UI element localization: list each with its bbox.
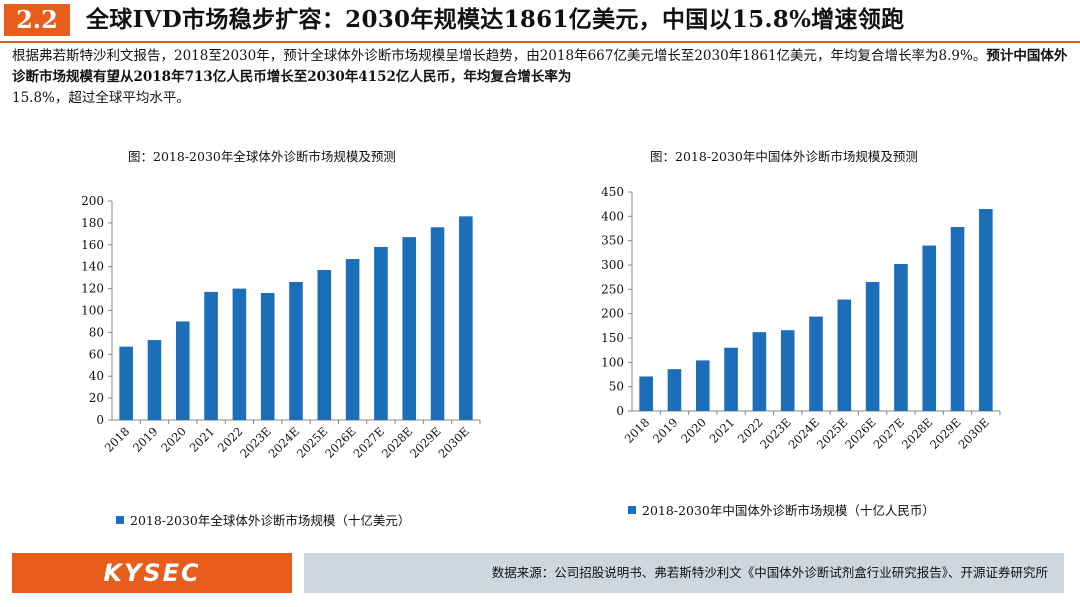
x-tick-label: 2029E xyxy=(407,424,444,461)
bar-2028E xyxy=(922,245,937,411)
bar-2018 xyxy=(639,376,653,411)
bar-2030E xyxy=(459,216,473,420)
x-tick-label: 2019 xyxy=(650,415,681,446)
china-ivd-chart: 0501001502002503003504004502018201920202… xyxy=(601,185,1001,452)
intro-part2: 预计中国体外诊断市场规模有望从2018年713亿人民币增长至2030年4152亿… xyxy=(12,48,1068,85)
x-tick-label: 2021 xyxy=(187,424,218,455)
intro-paragraph: 根据弗若斯特沙利文报告，2018至2030年，预计全球体外诊断市场规模呈增长趋势… xyxy=(12,46,1072,109)
y-tick-label: 180 xyxy=(81,216,104,230)
global-chart-legend: 2018-2030年全球体外诊断市场规模（十亿美元） xyxy=(116,510,410,529)
title-divider xyxy=(0,41,1080,43)
y-tick-label: 0 xyxy=(616,404,624,418)
y-tick-label: 80 xyxy=(89,325,104,339)
footer-logo: KYSEC xyxy=(12,553,292,593)
y-tick-label: 100 xyxy=(601,355,624,369)
bar-2020 xyxy=(695,360,710,411)
china-chart-legend: 2018-2030年中国体外诊断市场规模（十亿人民币） xyxy=(628,500,935,519)
x-tick-label: 2025E xyxy=(294,424,331,461)
bar-2019 xyxy=(667,369,682,411)
x-tick-label: 2018 xyxy=(622,415,653,446)
bar-2027E xyxy=(374,246,388,420)
x-tick-label: 2024E xyxy=(786,415,823,452)
page-title: 全球IVD市场稳步扩容：2030年规模达1861亿美元，中国以15.8%增速领跑 xyxy=(86,6,905,33)
x-tick-label: 2020 xyxy=(158,424,189,455)
intro-part3: 15.8%，超过全球平均水平。 xyxy=(12,90,190,106)
y-tick-label: 50 xyxy=(609,380,624,394)
bar-2026E xyxy=(865,282,880,411)
x-tick-label: 2027E xyxy=(871,415,908,452)
global-legend-label: 2018-2030年全球体外诊断市场规模（十亿美元） xyxy=(130,513,411,528)
bar-2022 xyxy=(752,332,767,411)
y-tick-label: 0 xyxy=(96,413,104,427)
bar-2024E xyxy=(809,316,823,411)
y-tick-label: 350 xyxy=(601,234,624,248)
y-tick-label: 250 xyxy=(601,282,624,296)
legend-swatch xyxy=(116,515,124,524)
bar-2028E xyxy=(402,237,417,420)
title-bar: 2.2 全球IVD市场稳步扩容：2030年规模达1861亿美元，中国以15.8%… xyxy=(0,0,1080,40)
x-tick-label: 2026E xyxy=(842,415,879,452)
bar-2020 xyxy=(175,321,190,420)
bar-2029E xyxy=(430,227,445,420)
china-chart-title: 图：2018-2030年中国体外诊断市场规模及预测 xyxy=(650,149,918,164)
x-tick-label: 2018 xyxy=(102,424,133,455)
y-tick-label: 300 xyxy=(601,258,624,272)
bar-2019 xyxy=(147,340,162,420)
y-tick-label: 450 xyxy=(601,185,624,199)
y-tick-label: 200 xyxy=(601,307,624,321)
y-tick-label: 140 xyxy=(81,260,104,274)
logo-text: KYSEC xyxy=(103,559,201,587)
y-tick-label: 200 xyxy=(81,194,104,208)
bar-2018 xyxy=(119,346,133,420)
bar-2026E xyxy=(345,259,360,420)
global-chart-title: 图：2018-2030年全球体外诊断市场规模及预测 xyxy=(128,149,396,164)
bar-2023E xyxy=(780,330,795,411)
bar-2021 xyxy=(204,291,218,420)
intro-part1: 根据弗若斯特沙利文报告，2018至2030年，预计全球体外诊断市场规模呈增长趋势… xyxy=(12,48,987,64)
bar-2025E xyxy=(837,299,852,411)
x-tick-label: 2025E xyxy=(814,415,851,452)
y-tick-label: 60 xyxy=(89,347,104,361)
x-tick-label: 2029E xyxy=(927,415,964,452)
bar-2021 xyxy=(724,347,738,411)
x-tick-label: 2019 xyxy=(130,424,161,455)
bar-2023E xyxy=(260,292,275,420)
bar-2022 xyxy=(232,288,247,420)
section-number: 2.2 xyxy=(4,4,70,36)
global-ivd-chart: 0204060801001201401601802002018201920202… xyxy=(81,194,481,461)
x-tick-label: 2026E xyxy=(322,424,359,461)
x-tick-label: 2021 xyxy=(707,415,738,446)
x-tick-label: 2028E xyxy=(379,424,416,461)
y-tick-label: 20 xyxy=(89,391,104,405)
y-tick-label: 150 xyxy=(601,331,624,345)
x-tick-label: 2024E xyxy=(266,424,303,461)
x-tick-label: 2023E xyxy=(237,424,274,461)
x-tick-label: 2030E xyxy=(435,424,472,461)
bar-2029E xyxy=(950,227,965,411)
y-tick-label: 40 xyxy=(89,369,104,383)
china-legend-label: 2018-2030年中国体外诊断市场规模（十亿人民币） xyxy=(642,503,935,518)
bar-2025E xyxy=(317,269,332,420)
y-tick-label: 400 xyxy=(601,209,624,223)
bar-2027E xyxy=(894,264,908,411)
x-tick-label: 2020 xyxy=(678,415,709,446)
legend-swatch xyxy=(628,505,636,514)
bar-2030E xyxy=(979,209,993,411)
x-tick-label: 2023E xyxy=(757,415,794,452)
x-tick-label: 2028E xyxy=(899,415,936,452)
x-tick-label: 2030E xyxy=(955,415,992,452)
y-tick-label: 120 xyxy=(81,282,104,296)
x-tick-label: 2027E xyxy=(351,424,388,461)
data-source: 数据来源：公司招股说明书、弗若斯特沙利文《中国体外诊断试剂盒行业研究报告》、开源… xyxy=(304,553,1064,593)
y-tick-label: 160 xyxy=(81,238,104,252)
y-tick-label: 100 xyxy=(81,304,104,318)
bar-2024E xyxy=(289,282,303,420)
